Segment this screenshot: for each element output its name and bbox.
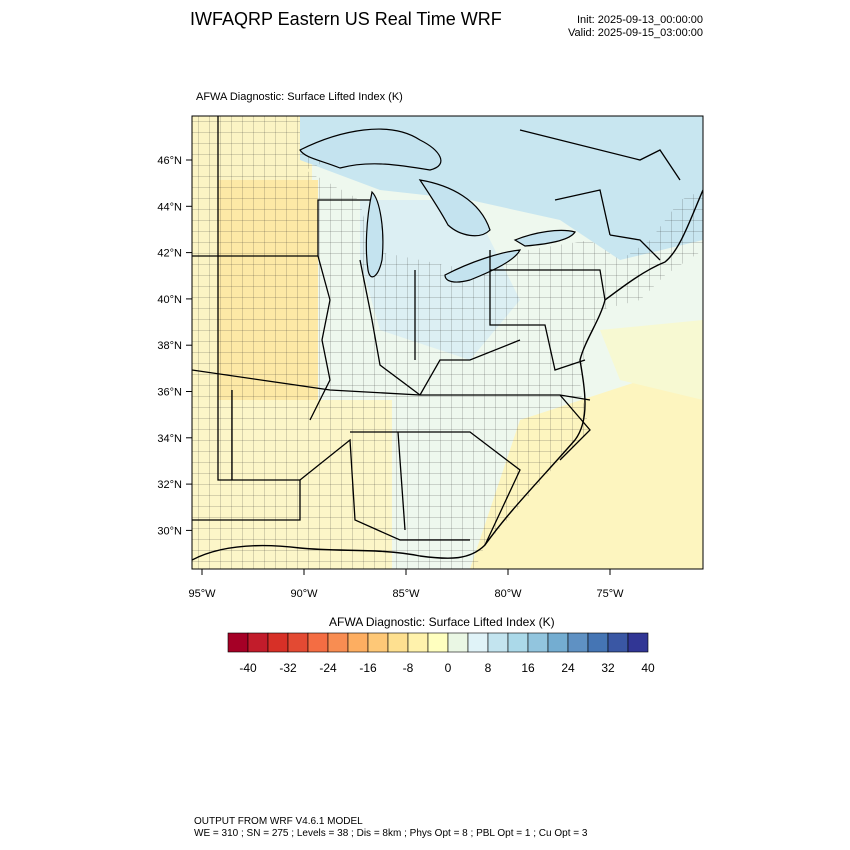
colorbar-tick-label: -8 (403, 661, 414, 675)
colorbar-swatch (247, 632, 269, 653)
colorbar-swatch (507, 632, 529, 653)
colorbar-tick-label: -32 (279, 661, 297, 675)
colorbar-title: AFWA Diagnostic: Surface Lifted Index (K… (329, 615, 555, 629)
colorbar-swatch (307, 632, 329, 653)
colorbar-swatch (587, 632, 609, 653)
lat-label: 32°N (157, 479, 182, 491)
lon-label: 95°W (188, 588, 216, 600)
coastline (192, 189, 703, 561)
canada-border (519, 129, 681, 181)
colorbar-swatch (347, 632, 369, 653)
colorbar-swatch (287, 632, 309, 653)
county-boundaries (192, 116, 703, 569)
colorbar-swatch (547, 632, 569, 653)
field-offshore (600, 320, 703, 400)
colorbar-tick-label: 32 (601, 661, 615, 675)
colorbar-swatch (427, 632, 449, 653)
colorbar-swatch (387, 632, 409, 653)
init-time: Init: 2025-09-13_00:00:00 (577, 14, 703, 26)
colorbar-tick-label: 40 (641, 661, 655, 675)
lon-label: 90°W (290, 588, 318, 600)
longitude-axis: 95°W 90°W 85°W 80°W 75°W (188, 569, 624, 600)
map-panel (192, 116, 703, 569)
lon-label: 80°W (494, 588, 522, 600)
lat-label: 34°N (157, 433, 182, 445)
colorbar-tick-label: -24 (319, 661, 337, 675)
valid-time: Valid: 2025-09-15_03:00:00 (568, 27, 703, 39)
lake-erie (444, 249, 522, 283)
lake-ontario (513, 229, 576, 247)
colorbar-tick-label: 24 (561, 661, 575, 675)
lake-huron (418, 179, 491, 237)
lat-label: 36°N (157, 387, 182, 399)
lat-label: 42°N (157, 248, 182, 260)
colorbar: -40 -32 -24 -16 -8 0 8 16 24 32 40 (227, 632, 655, 675)
footer-run-config: WE = 310 ; SN = 275 ; Levels = 38 ; Dis … (194, 828, 588, 839)
colorbar-tick-label: -40 (239, 661, 257, 675)
colorbar-tick-label: -16 (359, 661, 377, 675)
field-atlantic-warm (470, 360, 703, 569)
colorbar-swatch (407, 632, 429, 653)
lat-label: 40°N (157, 294, 182, 306)
colorbar-tick-label: 8 (485, 661, 492, 675)
colorbar-swatch (487, 632, 509, 653)
colorbar-swatch (607, 632, 629, 653)
colorbar-tick-label: 16 (521, 661, 535, 675)
lake-michigan (365, 190, 384, 278)
state-boundaries (192, 116, 661, 546)
colorbar-swatch (467, 632, 489, 653)
colorbar-swatch (267, 632, 289, 653)
latitude-axis: 46°N 44°N 42°N 40°N 38°N 36°N 34°N 32°N 30°N (157, 155, 192, 537)
lon-label: 85°W (392, 588, 420, 600)
page-title: IWFAQRP Eastern US Real Time WRF (190, 9, 502, 29)
colorbar-swatch (527, 632, 549, 653)
map-frame (191, 115, 704, 570)
lat-label: 44°N (157, 201, 182, 213)
colorbar-tick-label: 0 (445, 661, 452, 675)
lat-label: 30°N (157, 525, 182, 537)
footer-model-info: OUTPUT FROM WRF V4.6.1 MODEL (194, 816, 363, 827)
colorbar-swatch (627, 632, 649, 653)
colorbar-swatch (447, 632, 469, 653)
colorbar-swatch (367, 632, 389, 653)
lat-label: 38°N (157, 340, 182, 352)
field-title: AFWA Diagnostic: Surface Lifted Index (K… (196, 91, 403, 103)
colorbar-swatch (567, 632, 589, 653)
lat-label: 46°N (157, 155, 182, 167)
colorbar-swatch (227, 632, 249, 653)
colorbar-swatch (327, 632, 349, 653)
lake-superior (299, 128, 442, 171)
lon-label: 75°W (596, 588, 624, 600)
